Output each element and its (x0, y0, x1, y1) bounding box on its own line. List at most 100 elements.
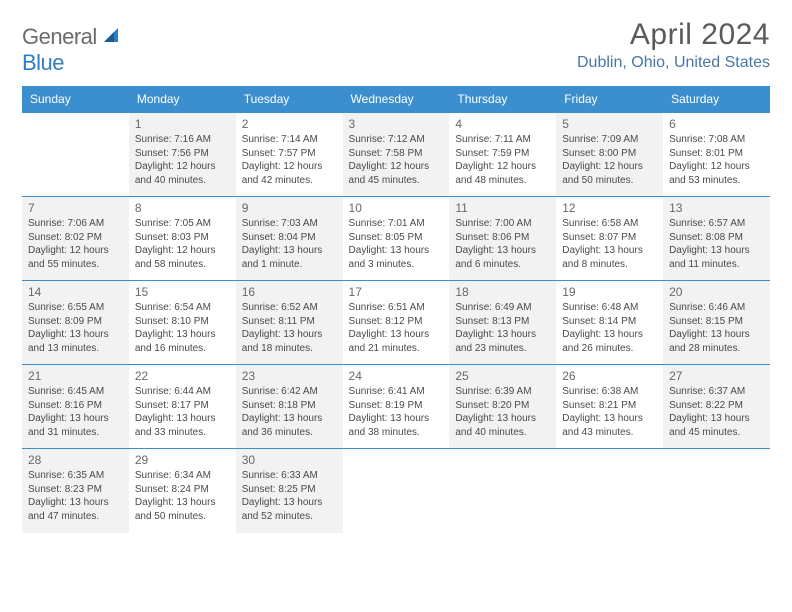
day-number: 9 (242, 200, 337, 216)
day-info-line: and 43 minutes. (562, 426, 657, 440)
day-info-line: Sunrise: 6:44 AM (135, 385, 230, 399)
day-number: 21 (28, 368, 123, 384)
day-number: 28 (28, 452, 123, 468)
day-number: 14 (28, 284, 123, 300)
day-info-line: Sunset: 7:56 PM (135, 147, 230, 161)
day-info-line: Daylight: 13 hours (135, 496, 230, 510)
calendar-cell: 11Sunrise: 7:00 AMSunset: 8:06 PMDayligh… (449, 197, 556, 281)
calendar-cell: 29Sunrise: 6:34 AMSunset: 8:24 PMDayligh… (129, 449, 236, 533)
day-info-line: Sunset: 8:21 PM (562, 399, 657, 413)
day-info-line: and 8 minutes. (562, 258, 657, 272)
weekday-header: Sunday (22, 86, 129, 113)
day-info-line: and 52 minutes. (242, 510, 337, 524)
logo-text-1: General (22, 24, 97, 49)
day-info-line: Sunrise: 7:16 AM (135, 133, 230, 147)
day-info-line: and 18 minutes. (242, 342, 337, 356)
day-info-line: Sunset: 8:08 PM (669, 231, 764, 245)
day-info-line: and 45 minutes. (349, 174, 444, 188)
day-info-line: Sunset: 8:03 PM (135, 231, 230, 245)
day-info-line: Sunrise: 7:00 AM (455, 217, 550, 231)
day-info-line: Sunset: 8:01 PM (669, 147, 764, 161)
calendar-cell (449, 449, 556, 533)
day-info-line: Daylight: 13 hours (28, 496, 123, 510)
calendar-cell: 3Sunrise: 7:12 AMSunset: 7:58 PMDaylight… (343, 113, 450, 197)
day-info-line: and 58 minutes. (135, 258, 230, 272)
day-info-line: Sunset: 8:18 PM (242, 399, 337, 413)
day-info-line: and 1 minute. (242, 258, 337, 272)
day-info-line: Sunset: 8:09 PM (28, 315, 123, 329)
day-number: 24 (349, 368, 444, 384)
logo-text-2: Blue (22, 50, 64, 75)
day-info-line: Daylight: 12 hours (135, 160, 230, 174)
calendar-header-row: SundayMondayTuesdayWednesdayThursdayFrid… (22, 86, 770, 113)
day-number: 23 (242, 368, 337, 384)
day-info-line: and 13 minutes. (28, 342, 123, 356)
day-info-line: Daylight: 13 hours (242, 412, 337, 426)
calendar-cell: 21Sunrise: 6:45 AMSunset: 8:16 PMDayligh… (22, 365, 129, 449)
day-info-line: Daylight: 13 hours (135, 412, 230, 426)
day-info-line: Sunset: 8:20 PM (455, 399, 550, 413)
day-info-line: Daylight: 12 hours (28, 244, 123, 258)
day-info-line: Sunrise: 7:03 AM (242, 217, 337, 231)
calendar-cell: 16Sunrise: 6:52 AMSunset: 8:11 PMDayligh… (236, 281, 343, 365)
logo-text: General Blue (22, 24, 122, 76)
day-number: 12 (562, 200, 657, 216)
calendar-cell: 9Sunrise: 7:03 AMSunset: 8:04 PMDaylight… (236, 197, 343, 281)
calendar-cell (343, 449, 450, 533)
day-number: 16 (242, 284, 337, 300)
day-info-line: Daylight: 13 hours (28, 328, 123, 342)
day-info-line: Sunrise: 7:11 AM (455, 133, 550, 147)
calendar-cell: 30Sunrise: 6:33 AMSunset: 8:25 PMDayligh… (236, 449, 343, 533)
day-info-line: and 11 minutes. (669, 258, 764, 272)
day-info-line: Daylight: 12 hours (669, 160, 764, 174)
day-info-line: and 36 minutes. (242, 426, 337, 440)
day-info-line: Sunset: 7:58 PM (349, 147, 444, 161)
calendar-cell: 10Sunrise: 7:01 AMSunset: 8:05 PMDayligh… (343, 197, 450, 281)
day-info-line: Sunset: 8:24 PM (135, 483, 230, 497)
weekday-header: Thursday (449, 86, 556, 113)
day-info-line: Sunset: 8:17 PM (135, 399, 230, 413)
calendar-cell (556, 449, 663, 533)
day-number: 5 (562, 116, 657, 132)
day-info-line: Daylight: 13 hours (455, 244, 550, 258)
logo: General Blue (22, 24, 122, 76)
day-number: 13 (669, 200, 764, 216)
day-info-line: Sunset: 8:13 PM (455, 315, 550, 329)
day-info-line: Sunset: 8:02 PM (28, 231, 123, 245)
weekday-header: Tuesday (236, 86, 343, 113)
day-number: 2 (242, 116, 337, 132)
calendar-cell: 18Sunrise: 6:49 AMSunset: 8:13 PMDayligh… (449, 281, 556, 365)
calendar-cell: 12Sunrise: 6:58 AMSunset: 8:07 PMDayligh… (556, 197, 663, 281)
calendar-cell: 27Sunrise: 6:37 AMSunset: 8:22 PMDayligh… (663, 365, 770, 449)
day-info-line: Sunrise: 6:39 AM (455, 385, 550, 399)
day-info-line: and 6 minutes. (455, 258, 550, 272)
day-info-line: Daylight: 13 hours (455, 412, 550, 426)
day-number: 29 (135, 452, 230, 468)
day-info-line: Daylight: 13 hours (669, 328, 764, 342)
day-info-line: and 42 minutes. (242, 174, 337, 188)
day-info-line: Daylight: 13 hours (349, 412, 444, 426)
day-info-line: Sunset: 8:06 PM (455, 231, 550, 245)
day-info-line: Daylight: 13 hours (562, 244, 657, 258)
day-info-line: Daylight: 13 hours (455, 328, 550, 342)
day-info-line: Sunrise: 6:33 AM (242, 469, 337, 483)
calendar-cell: 8Sunrise: 7:05 AMSunset: 8:03 PMDaylight… (129, 197, 236, 281)
day-info-line: Daylight: 13 hours (242, 244, 337, 258)
calendar-cell: 15Sunrise: 6:54 AMSunset: 8:10 PMDayligh… (129, 281, 236, 365)
day-info-line: and 50 minutes. (562, 174, 657, 188)
weekday-header: Friday (556, 86, 663, 113)
day-info-line: Daylight: 12 hours (349, 160, 444, 174)
day-number: 27 (669, 368, 764, 384)
day-info-line: and 3 minutes. (349, 258, 444, 272)
weekday-header: Wednesday (343, 86, 450, 113)
location-text: Dublin, Ohio, United States (577, 54, 770, 72)
day-info-line: Sunrise: 6:54 AM (135, 301, 230, 315)
day-info-line: Sunset: 8:05 PM (349, 231, 444, 245)
day-info-line: Daylight: 13 hours (349, 328, 444, 342)
weekday-header: Monday (129, 86, 236, 113)
day-info-line: and 23 minutes. (455, 342, 550, 356)
page-title: April 2024 (577, 18, 770, 52)
day-info-line: Sunset: 8:16 PM (28, 399, 123, 413)
calendar-week-row: 1Sunrise: 7:16 AMSunset: 7:56 PMDaylight… (22, 113, 770, 197)
day-info-line: Sunrise: 6:49 AM (455, 301, 550, 315)
